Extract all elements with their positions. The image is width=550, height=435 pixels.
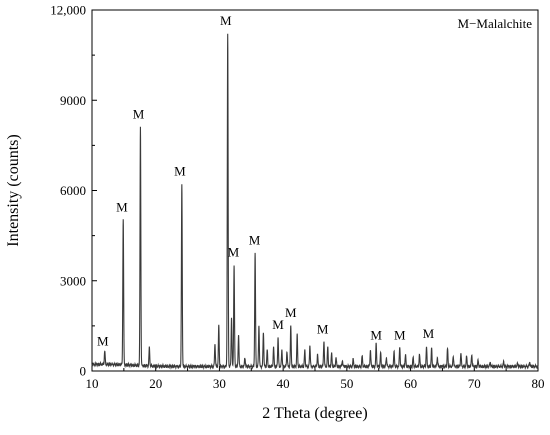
peak-label-m: M (228, 245, 240, 260)
x-tick-label: 40 (277, 376, 290, 391)
y-tick-label: 3000 (60, 273, 86, 288)
x-tick-label: 70 (468, 376, 481, 391)
peak-label-m: M (272, 317, 284, 332)
peak-label-m: M (116, 200, 128, 215)
peak-label-m: M (423, 326, 435, 341)
y-axis-title: Intensity (counts) (5, 134, 22, 246)
y-tick-label: 12,000 (50, 3, 86, 18)
x-tick-label: 80 (532, 376, 545, 391)
series-line (91, 33, 539, 371)
x-tick-label: 30 (213, 376, 226, 391)
peak-label-m: M (174, 163, 186, 178)
peak-label-m: M (394, 327, 406, 342)
peak-label-m: M (220, 13, 232, 28)
peak-label-m: M (97, 333, 109, 348)
peak-label-m: M (317, 321, 329, 336)
plot-border (91, 9, 539, 372)
peak-label-m: M (285, 305, 297, 320)
x-tick-label: 20 (149, 376, 162, 391)
y-tick-label: 9000 (60, 93, 86, 108)
x-tick-label: 10 (86, 376, 99, 391)
peak-label-m: M (370, 327, 382, 342)
x-tick-label: 60 (404, 376, 417, 391)
legend-label: M−Malalchite (458, 16, 533, 31)
y-axis-ticks: 0 3000 6000 9000 12,000 (50, 3, 97, 379)
y-tick-label: 0 (80, 364, 87, 379)
peak-label-m: M (133, 106, 145, 121)
x-axis-ticks: 10 20 30 40 50 60 70 80 (86, 366, 545, 391)
x-axis-title: 2 Theta (degree) (262, 405, 367, 422)
x-tick-label: 50 (340, 376, 353, 391)
peak-label-m: M (249, 233, 261, 248)
plot-frame (91, 9, 539, 372)
y-tick-label: 6000 (60, 183, 86, 198)
